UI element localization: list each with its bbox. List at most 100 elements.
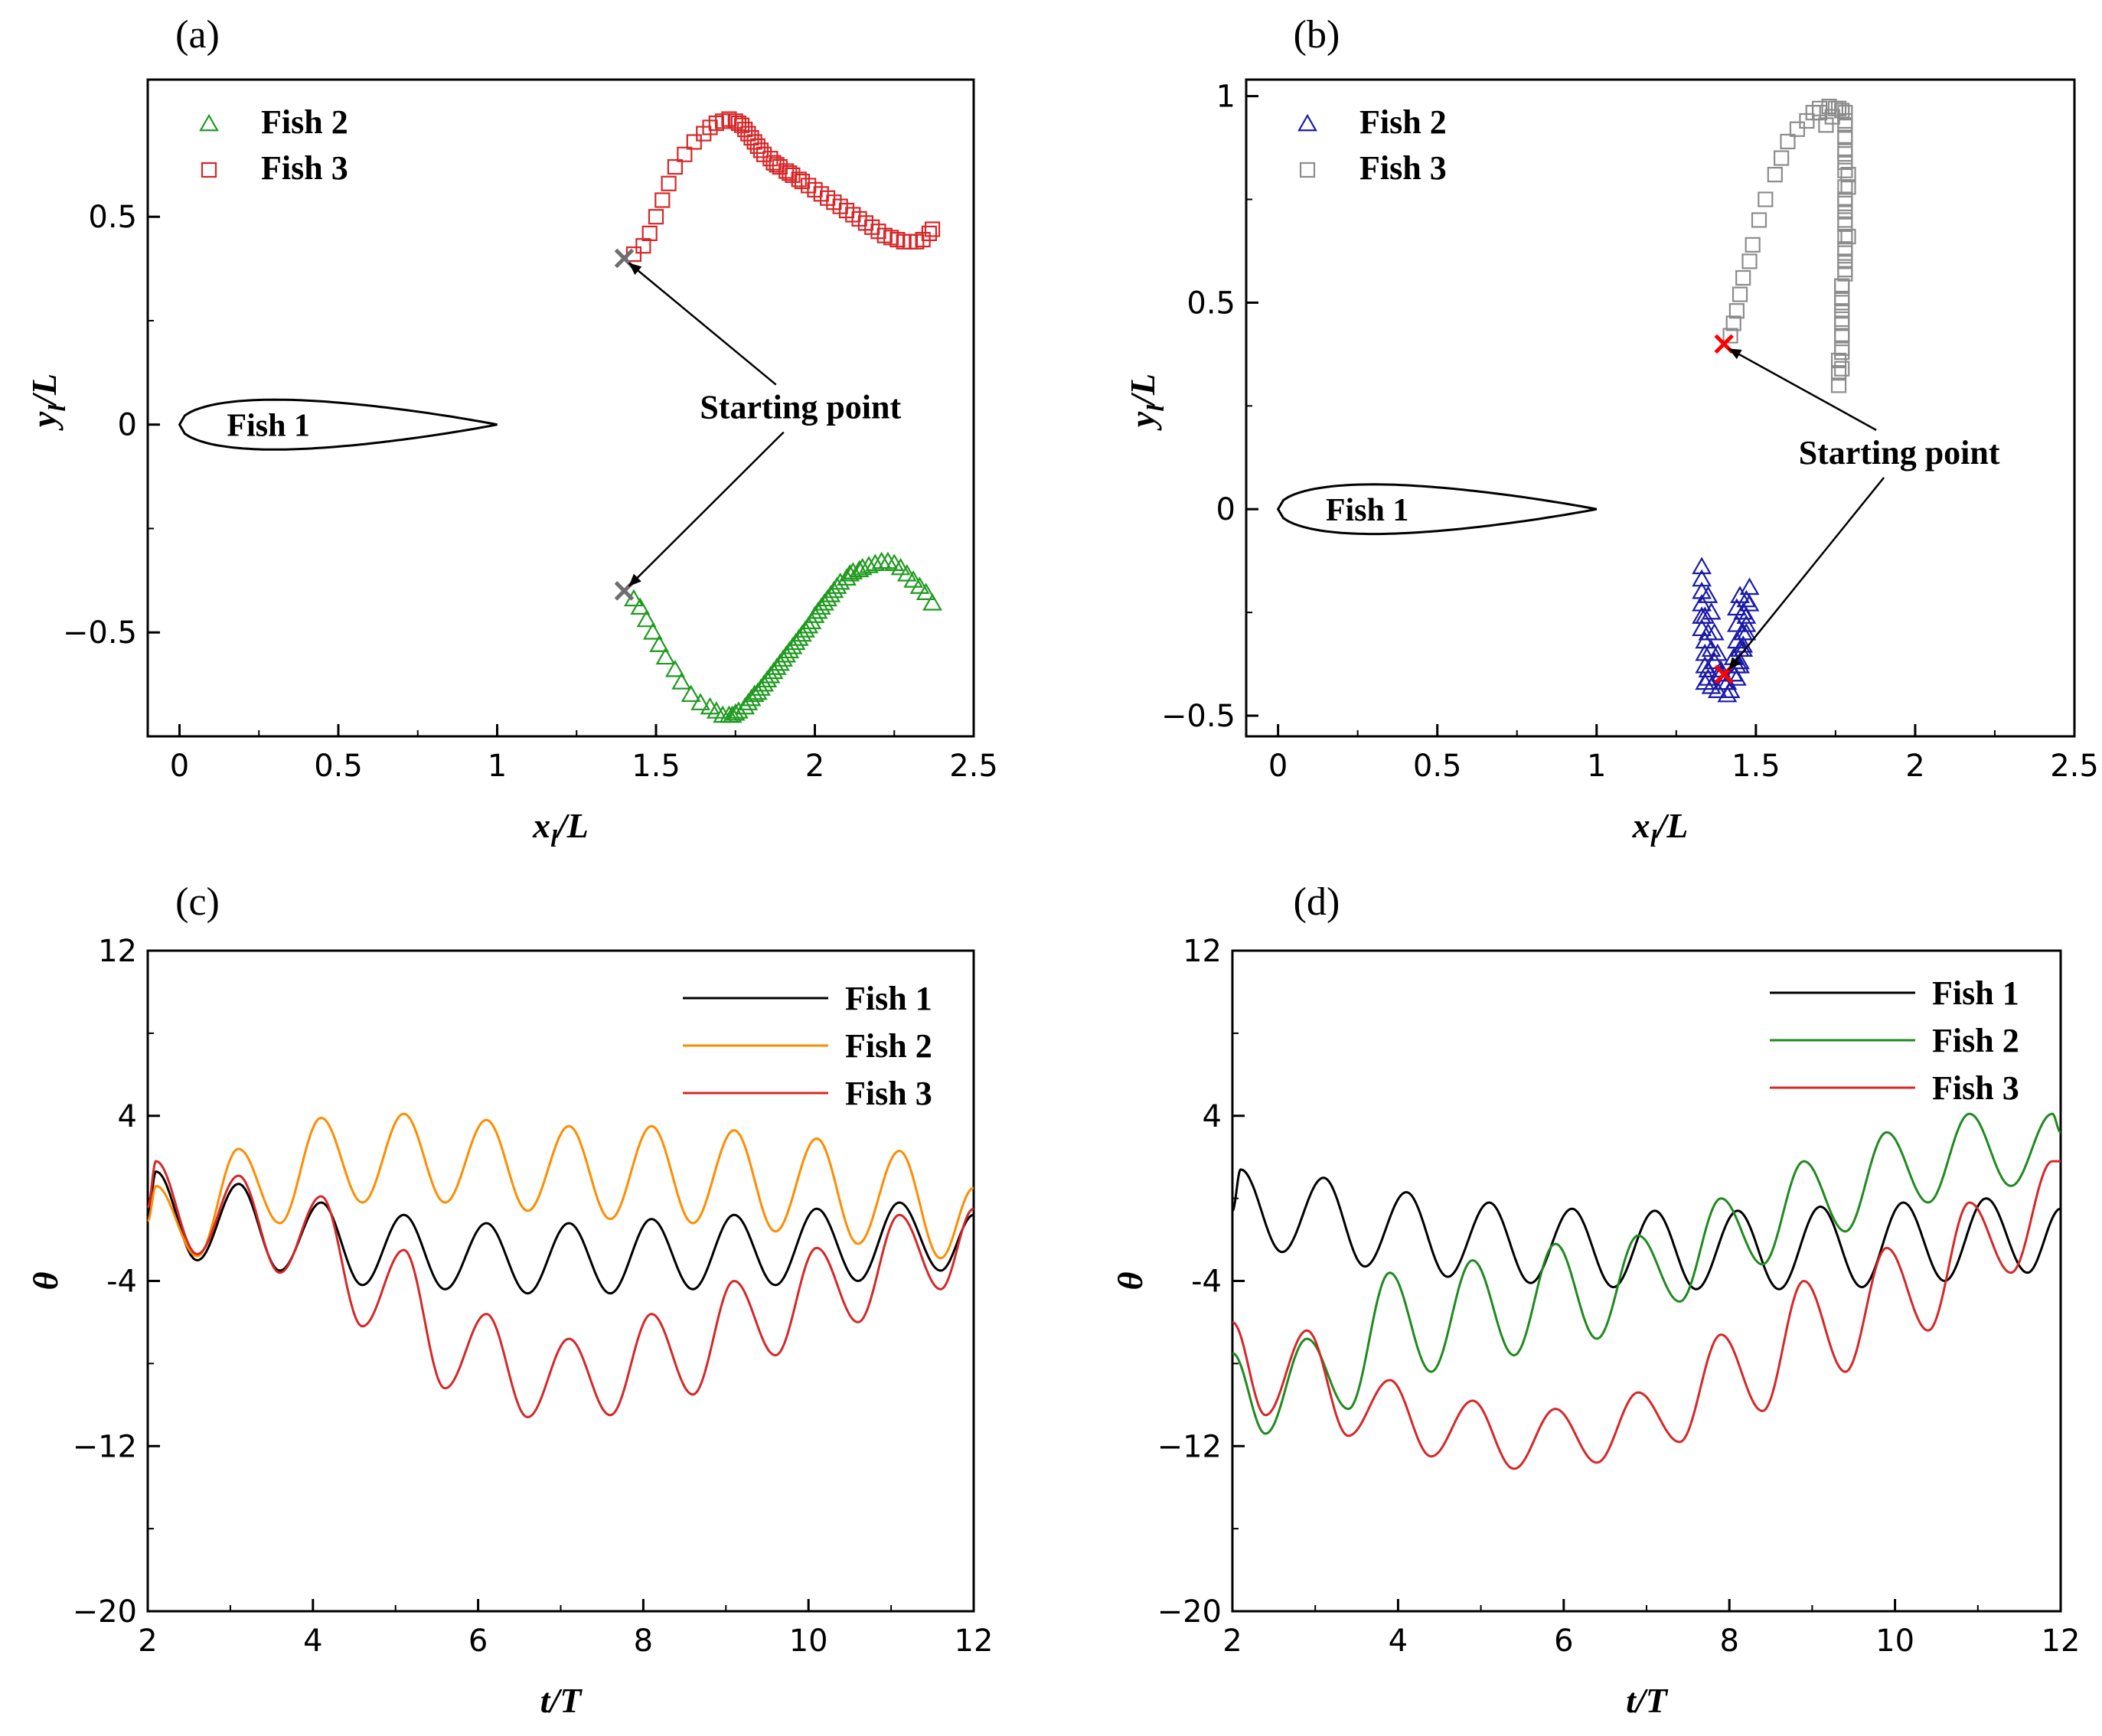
- panel-a: (a) 0 0.5 1 1.5 2 2.5 −0.5 0 0.5 Fish 1 Fish 2 Fish …: [24, 13, 998, 852]
- y-tick-label: 4: [118, 1099, 137, 1134]
- data-point: [681, 684, 701, 703]
- data-point: [654, 192, 671, 208]
- fish-1-body: [1276, 483, 1598, 536]
- panel-c: (c) 2 4 6 8 10 12 −20 −12 -4 4 12 Fish 1 Fish 2 Fish 3…: [26, 880, 993, 1720]
- data-point: [1732, 286, 1748, 302]
- data-point: [725, 703, 746, 721]
- data-point: [1745, 237, 1761, 253]
- data-point: [1837, 253, 1853, 269]
- fish-1-label: Fish 1: [227, 409, 310, 444]
- data-point: [1739, 577, 1760, 596]
- data-point: [924, 221, 941, 237]
- data-point: [859, 556, 879, 573]
- x-tick-label: 1: [1587, 749, 1606, 784]
- panel-label: (a): [175, 13, 220, 57]
- y-tick-label: −20: [73, 1594, 137, 1630]
- data-point: [1726, 615, 1747, 632]
- legend-label: Fish 3: [1359, 149, 1447, 187]
- annotation-arrow: [1728, 348, 1877, 431]
- y-label-main: y: [1123, 411, 1162, 431]
- data-point: [1692, 569, 1712, 587]
- data-point: [1758, 191, 1774, 207]
- data-point: [729, 701, 749, 719]
- data-point: [1728, 303, 1745, 319]
- y-tick-label: -4: [106, 1264, 137, 1300]
- legend-marker: [201, 162, 217, 178]
- data-point: [1720, 680, 1741, 698]
- data-point: [1739, 594, 1760, 612]
- y-tick-label: 0.5: [88, 200, 137, 235]
- x-tick-label: 2: [805, 749, 824, 784]
- x-tick-label: 2: [1222, 1623, 1242, 1659]
- fish-1-body: [178, 398, 498, 451]
- annotation-text: Starting point: [700, 389, 901, 426]
- data-point: [1837, 262, 1853, 278]
- x-tick-label: 4: [303, 1623, 322, 1659]
- y-tick-label: −12: [73, 1429, 137, 1464]
- fish-1-label: Fish 1: [1326, 493, 1409, 528]
- panel-label: (c): [175, 880, 220, 924]
- y-tick-label: 12: [1183, 934, 1222, 969]
- data-point: [1780, 133, 1796, 150]
- y-axis-label: yl/L: [24, 374, 70, 431]
- x-tick-label: 0.5: [1413, 749, 1462, 784]
- x-label-main: x: [532, 806, 550, 845]
- data-point: [630, 597, 651, 615]
- panel-label: (d): [1294, 880, 1340, 924]
- x-axis-label: xl/L: [1632, 806, 1689, 852]
- data-point: [909, 576, 930, 594]
- x-label-sub: l: [1650, 824, 1657, 852]
- legend-label: Fish 3: [1932, 1069, 2019, 1107]
- x-tick-label: 1.5: [1732, 749, 1780, 784]
- data-point: [1834, 328, 1850, 344]
- plot-frame: [1245, 78, 2076, 738]
- series-line-fish-1: [1232, 1168, 2061, 1291]
- data-point: [744, 684, 765, 703]
- y-tick-label: −12: [1157, 1429, 1222, 1464]
- series-fish-2: [624, 551, 942, 723]
- data-point: [1751, 212, 1767, 228]
- legend-label: Fish 2: [845, 1027, 932, 1065]
- data-point: [1695, 672, 1715, 690]
- data-point: [1834, 311, 1850, 328]
- x-tick-label: 10: [789, 1623, 828, 1659]
- y-tick-label: -4: [1191, 1264, 1222, 1300]
- annotation-arrow: [628, 262, 777, 386]
- data-point: [1722, 328, 1738, 344]
- series-line-fish-3: [147, 1160, 974, 1419]
- series-line-fish-2: [1232, 1112, 2061, 1435]
- data-point: [1837, 228, 1853, 245]
- data-point: [921, 225, 938, 242]
- y-axis-label: θ: [26, 1271, 65, 1290]
- annotation-arrow-head: [1728, 348, 1742, 360]
- x-axis-label: t/T: [1626, 1681, 1669, 1720]
- data-point: [1730, 586, 1750, 603]
- data-point: [1741, 253, 1758, 269]
- data-point: [1834, 278, 1850, 294]
- data-point: [903, 570, 924, 588]
- data-point: [1837, 179, 1853, 195]
- y-tick-label: 4: [1203, 1099, 1222, 1134]
- series-line-fish-2: [147, 1112, 974, 1260]
- series-fish-2: [1692, 556, 1760, 703]
- data-point: [1698, 586, 1718, 603]
- y-label-main: y: [24, 411, 64, 431]
- series-fish-3: [625, 111, 941, 263]
- data-point: [1695, 643, 1715, 661]
- data-point: [1837, 162, 1853, 178]
- data-point: [1837, 204, 1853, 220]
- data-point: [922, 593, 942, 611]
- x-label-main: x: [1632, 806, 1650, 845]
- data-point: [1830, 377, 1847, 393]
- x-tick-label: 12: [955, 1623, 994, 1659]
- annotation-arrow-head: [628, 573, 641, 586]
- x-axis-label-text: xl/L: [532, 806, 589, 852]
- series-line-fish-3: [1232, 1160, 2061, 1470]
- legend-label: Fish 2: [1932, 1022, 2019, 1059]
- data-point: [1767, 167, 1783, 183]
- annotation-arrow-head: [1728, 657, 1741, 671]
- x-tick-label: 8: [1719, 1623, 1738, 1659]
- data-point: [752, 142, 769, 158]
- data-point: [916, 582, 936, 601]
- data-point: [1811, 105, 1828, 121]
